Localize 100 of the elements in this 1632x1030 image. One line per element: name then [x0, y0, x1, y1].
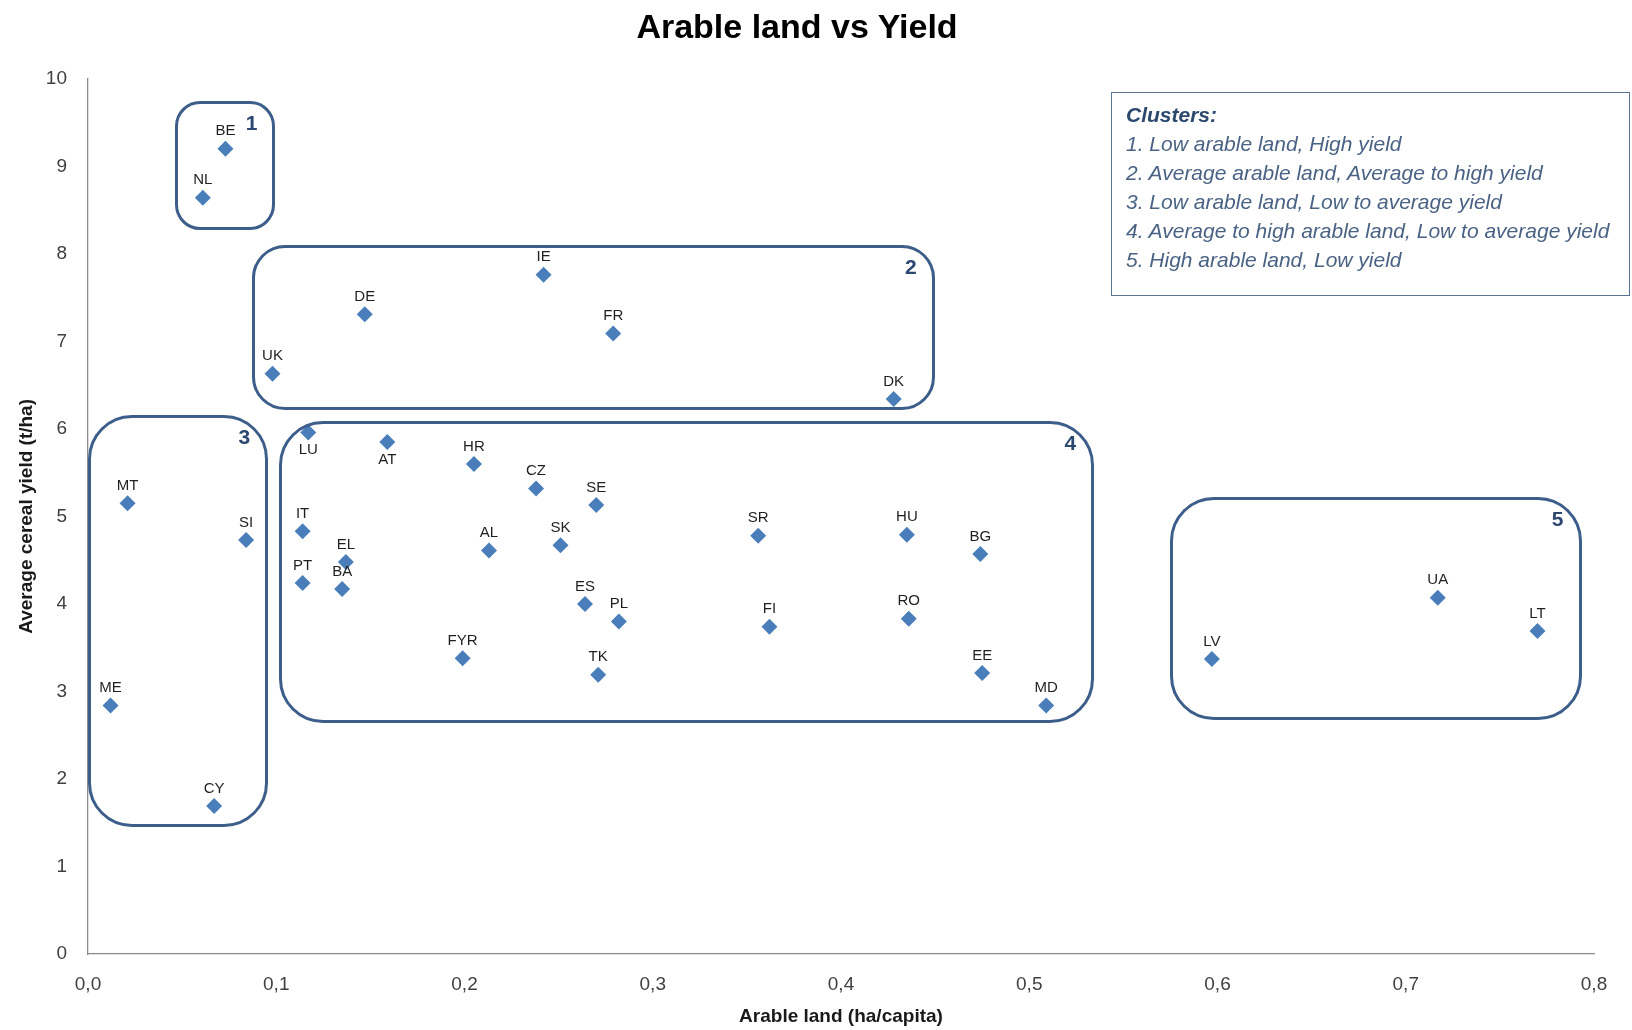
- point: [885, 391, 902, 408]
- point: [379, 434, 396, 451]
- point: [119, 495, 136, 512]
- annotation: SI: [239, 512, 254, 530]
- point: [761, 618, 778, 635]
- annotation: FR: [603, 306, 624, 324]
- point: [238, 532, 255, 549]
- annotation: ME: [99, 678, 122, 696]
- y-tick-label: 5: [56, 504, 67, 526]
- point: [1203, 651, 1220, 668]
- annotation: 5. High arable land, Low yield: [1126, 247, 1403, 273]
- point: [610, 613, 627, 630]
- point: [102, 697, 119, 714]
- annotation: 1: [245, 110, 258, 135]
- point: [356, 306, 373, 323]
- y-tick-label: 1: [56, 854, 67, 876]
- annotation: LV: [1203, 631, 1221, 649]
- x-tick-label: 0,7: [1392, 972, 1419, 994]
- annotation: 5: [1551, 506, 1564, 531]
- annotation: IE: [536, 247, 551, 265]
- annotation: 1. Low arable land, High yield: [1126, 131, 1403, 157]
- annotation: 2. Average arable land, Average to high yield: [1126, 160, 1544, 186]
- annotation: SR: [747, 508, 769, 526]
- point: [900, 610, 917, 627]
- point: [552, 537, 569, 554]
- annotation: LU: [298, 440, 318, 458]
- annotation: BA: [332, 561, 353, 579]
- point: [1529, 623, 1546, 640]
- point: [576, 595, 593, 612]
- annotation: LT: [1529, 603, 1546, 621]
- annotation: DE: [354, 286, 376, 304]
- annotation: NL: [193, 170, 213, 188]
- point: [294, 523, 311, 540]
- y-tick-label: 2: [56, 767, 67, 789]
- y-tick-label: 7: [56, 329, 67, 351]
- annotation: TK: [588, 647, 608, 665]
- annotation: BG: [969, 526, 992, 544]
- y-tick-label: 3: [56, 679, 67, 701]
- point: [605, 325, 622, 342]
- annotation: 3. Low arable land, Low to average yield: [1126, 189, 1504, 215]
- y-tick-label: 4: [56, 592, 68, 614]
- y-tick-label: 8: [56, 242, 67, 264]
- annotation: FYR: [447, 630, 478, 648]
- point: [974, 665, 991, 682]
- annotation: ES: [574, 576, 595, 594]
- annotation: 2: [905, 254, 917, 279]
- point: [535, 266, 552, 283]
- x-tick-label: 0,6: [1204, 972, 1231, 994]
- annotation: DK: [883, 371, 905, 389]
- annotation: MT: [116, 475, 139, 493]
- chart-title: Arable land vs Yield: [636, 6, 958, 45]
- y-tick-label: 6: [56, 417, 67, 439]
- annotation: CY: [203, 778, 225, 796]
- x-tick-label: 0,3: [639, 972, 666, 994]
- annotation: HU: [896, 507, 918, 525]
- x-tick-label: 0,0: [74, 972, 102, 994]
- annotation: 4: [1064, 431, 1077, 456]
- point: [588, 497, 605, 514]
- y-tick-label: 10: [45, 67, 67, 89]
- annotation: FI: [762, 599, 777, 617]
- annotation: PT: [293, 555, 313, 573]
- point: [590, 666, 607, 683]
- point: [194, 189, 211, 206]
- x-tick-label: 0,4: [827, 972, 855, 994]
- annotation: PL: [609, 594, 629, 612]
- x-tick-label: 0,2: [451, 972, 478, 994]
- annotation: EE: [972, 645, 993, 663]
- point: [750, 527, 767, 544]
- point: [264, 365, 281, 382]
- x-axis-title: Arable land (ha/capita): [739, 1004, 943, 1026]
- annotation: CZ: [526, 461, 547, 479]
- x-tick-label: 0,1: [263, 972, 290, 994]
- point: [972, 546, 989, 563]
- annotation: Clusters:: [1126, 102, 1219, 128]
- y-tick-label: 9: [56, 154, 67, 176]
- annotation: MD: [1034, 678, 1059, 696]
- point: [334, 581, 351, 598]
- annotation: EL: [336, 534, 356, 552]
- annotation: IT: [295, 503, 310, 521]
- annotation: UK: [262, 346, 283, 364]
- point: [480, 542, 497, 559]
- annotation: 4. Average to high arable land, Low to average yield: [1126, 218, 1611, 244]
- annotation: 3: [238, 425, 251, 450]
- point: [454, 650, 471, 667]
- y-tick-label: 0: [56, 942, 67, 964]
- annotation: AT: [378, 449, 397, 467]
- point: [294, 574, 311, 591]
- x-tick-label: 0,8: [1580, 972, 1608, 994]
- point: [465, 455, 482, 472]
- annotation: SK: [550, 517, 571, 535]
- x-tick-label: 0,5: [1016, 972, 1043, 994]
- point: [206, 798, 223, 815]
- point: [217, 140, 234, 157]
- point: [898, 526, 915, 543]
- annotation: SE: [586, 477, 607, 495]
- annotation: RO: [897, 591, 921, 609]
- point: [300, 424, 317, 441]
- annotation: UA: [1427, 570, 1449, 588]
- point: [528, 480, 545, 497]
- point: [1038, 697, 1055, 714]
